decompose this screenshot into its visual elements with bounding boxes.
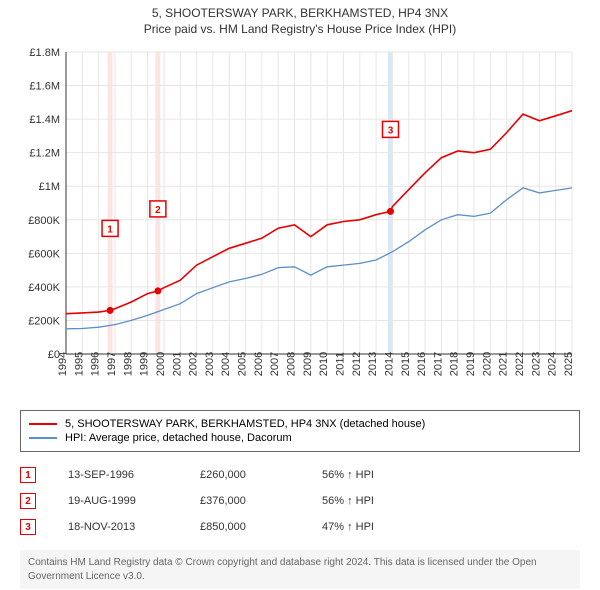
x-tick-label: 2012 <box>351 352 363 376</box>
x-tick-label: 1995 <box>73 352 85 376</box>
x-tick-label: 2021 <box>498 352 510 376</box>
marker-row-date: 18-NOV-2013 <box>68 521 168 533</box>
x-tick-label: 2016 <box>416 352 428 376</box>
marker-label-num: 3 <box>388 125 394 136</box>
chart-area: £0£200K£400K£600K£800K£1M£1.2M£1.4M£1.6M… <box>20 44 580 404</box>
x-tick-label: 2001 <box>171 352 183 376</box>
marker-data-row: 2 19-AUG-1999 £376,000 56% ↑ HPI <box>20 488 580 514</box>
x-tick-label: 2002 <box>188 352 200 376</box>
legend: 5, SHOOTERSWAY PARK, BERKHAMSTED, HP4 3N… <box>20 410 580 452</box>
y-tick-label: £1.6M <box>29 81 60 93</box>
marker-dot <box>107 307 114 314</box>
marker-row-num: 2 <box>20 493 36 509</box>
marker-label-num: 1 <box>107 224 113 235</box>
x-tick-label: 2004 <box>220 352 232 376</box>
y-tick-label: £200K <box>28 315 60 327</box>
footer-attribution: Contains HM Land Registry data © Crown c… <box>20 550 580 589</box>
marker-row-pct: 47% ↑ HPI <box>322 521 374 533</box>
legend-item: 5, SHOOTERSWAY PARK, BERKHAMSTED, HP4 3N… <box>29 418 571 430</box>
x-tick-label: 2005 <box>237 352 249 376</box>
marker-row-date: 13-SEP-1996 <box>68 469 168 481</box>
legend-label: 5, SHOOTERSWAY PARK, BERKHAMSTED, HP4 3N… <box>65 418 425 430</box>
x-tick-label: 2008 <box>286 352 298 376</box>
x-tick-label: 2011 <box>334 352 346 376</box>
x-tick-label: 2007 <box>269 352 281 376</box>
y-tick-label: £800K <box>28 215 60 227</box>
chart-title-2: Price paid vs. HM Land Registry's House … <box>0 22 600 36</box>
y-tick-label: £1M <box>39 181 60 193</box>
x-tick-label: 2020 <box>481 352 493 376</box>
marker-row-price: £850,000 <box>200 521 290 533</box>
marker-row-date: 19-AUG-1999 <box>68 495 168 507</box>
x-tick-label: 2010 <box>318 352 330 376</box>
x-tick-label: 2013 <box>367 352 379 376</box>
marker-row-price: £260,000 <box>200 469 290 481</box>
marker-data-row: 1 13-SEP-1996 £260,000 56% ↑ HPI <box>20 462 580 488</box>
x-tick-label: 2006 <box>253 352 265 376</box>
y-tick-label: £600K <box>28 248 60 260</box>
legend-label: HPI: Average price, detached house, Daco… <box>65 432 292 444</box>
marker-row-num: 3 <box>20 519 36 535</box>
marker-row-pct: 56% ↑ HPI <box>322 495 374 507</box>
x-tick-label: 1996 <box>90 352 102 376</box>
marker-label-num: 2 <box>155 205 161 216</box>
marker-table: 1 13-SEP-1996 £260,000 56% ↑ HPI 2 19-AUG-199… <box>20 462 580 540</box>
x-tick-label: 2024 <box>547 352 559 376</box>
x-tick-label: 2000 <box>155 352 167 376</box>
x-tick-label: 2023 <box>530 352 542 376</box>
x-tick-label: 1997 <box>106 352 118 376</box>
y-tick-label: £1.4M <box>29 114 60 126</box>
legend-swatch <box>29 423 57 425</box>
x-tick-label: 1999 <box>139 352 151 376</box>
x-tick-label: 1994 <box>57 352 69 376</box>
y-tick-label: £1.8M <box>29 47 60 59</box>
legend-swatch <box>29 437 57 439</box>
marker-row-num: 1 <box>20 467 36 483</box>
line-chart-svg: £0£200K£400K£600K£800K£1M£1.2M£1.4M£1.6M… <box>20 44 580 404</box>
x-tick-label: 2018 <box>449 352 461 376</box>
x-tick-label: 2019 <box>465 352 477 376</box>
x-tick-label: 1998 <box>122 352 134 376</box>
y-tick-label: £400K <box>28 282 60 294</box>
x-tick-label: 2015 <box>400 352 412 376</box>
legend-item: HPI: Average price, detached house, Daco… <box>29 432 571 444</box>
marker-dot <box>154 287 161 294</box>
marker-row-pct: 56% ↑ HPI <box>322 469 374 481</box>
x-tick-label: 2014 <box>383 352 395 376</box>
x-tick-label: 2022 <box>514 352 526 376</box>
y-tick-label: £1.2M <box>29 148 60 160</box>
chart-title-1: 5, SHOOTERSWAY PARK, BERKHAMSTED, HP4 3N… <box>0 6 600 20</box>
x-tick-label: 2017 <box>432 352 444 376</box>
x-tick-label: 2009 <box>302 352 314 376</box>
marker-dot <box>387 208 394 215</box>
x-tick-label: 2025 <box>563 352 575 376</box>
x-tick-label: 2003 <box>204 352 216 376</box>
marker-row-price: £376,000 <box>200 495 290 507</box>
marker-data-row: 3 18-NOV-2013 £850,000 47% ↑ HPI <box>20 514 580 540</box>
